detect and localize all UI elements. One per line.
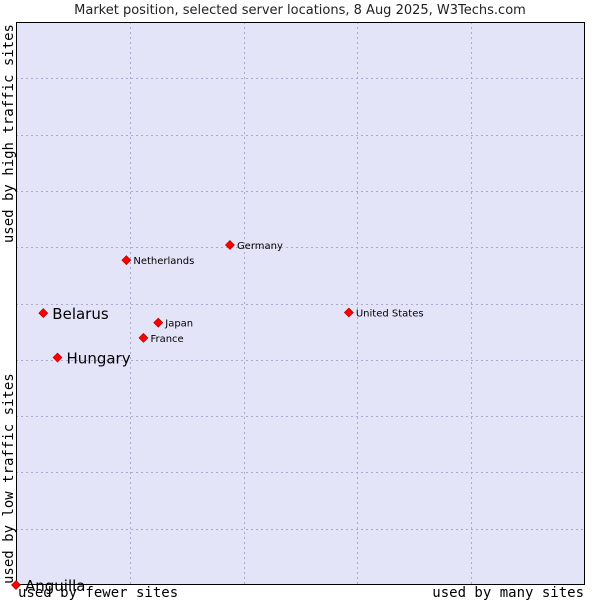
data-label-belarus: Belarus (52, 305, 109, 323)
data-point-anguilla (11, 580, 21, 590)
x-axis-label-high: used by many sites (432, 585, 584, 600)
data-point-belarus (38, 308, 49, 318)
plot-border (16, 22, 585, 585)
data-point-hungary (52, 352, 63, 363)
data-point-netherlands (121, 255, 132, 266)
data-points (11, 240, 354, 590)
y-axis-label-low: used by low traffic sites (1, 373, 17, 584)
data-label-germany: Germany (237, 241, 283, 252)
data-point-united-states (343, 307, 354, 318)
chart-title: Market position, selected server locatio… (74, 3, 526, 18)
data-label-hungary: Hungary (67, 350, 131, 368)
data-label-france: France (150, 334, 183, 345)
data-point-france (138, 332, 149, 343)
y-axis-label-high: used by high traffic sites (1, 24, 17, 243)
data-label-netherlands: Netherlands (133, 256, 194, 267)
data-label-anguilla: Anguilla (25, 577, 86, 595)
x-axis-label-low: used by fewer sites (18, 585, 178, 600)
data-label-japan: Japan (164, 319, 193, 330)
grid (16, 22, 585, 585)
data-point-germany (225, 240, 235, 250)
plot-area (16, 22, 585, 585)
data-label-united-states: United States (356, 309, 424, 320)
data-labels: Germany Netherlands Belarus United States Ja… (25, 241, 424, 595)
data-point-japan (153, 317, 164, 328)
